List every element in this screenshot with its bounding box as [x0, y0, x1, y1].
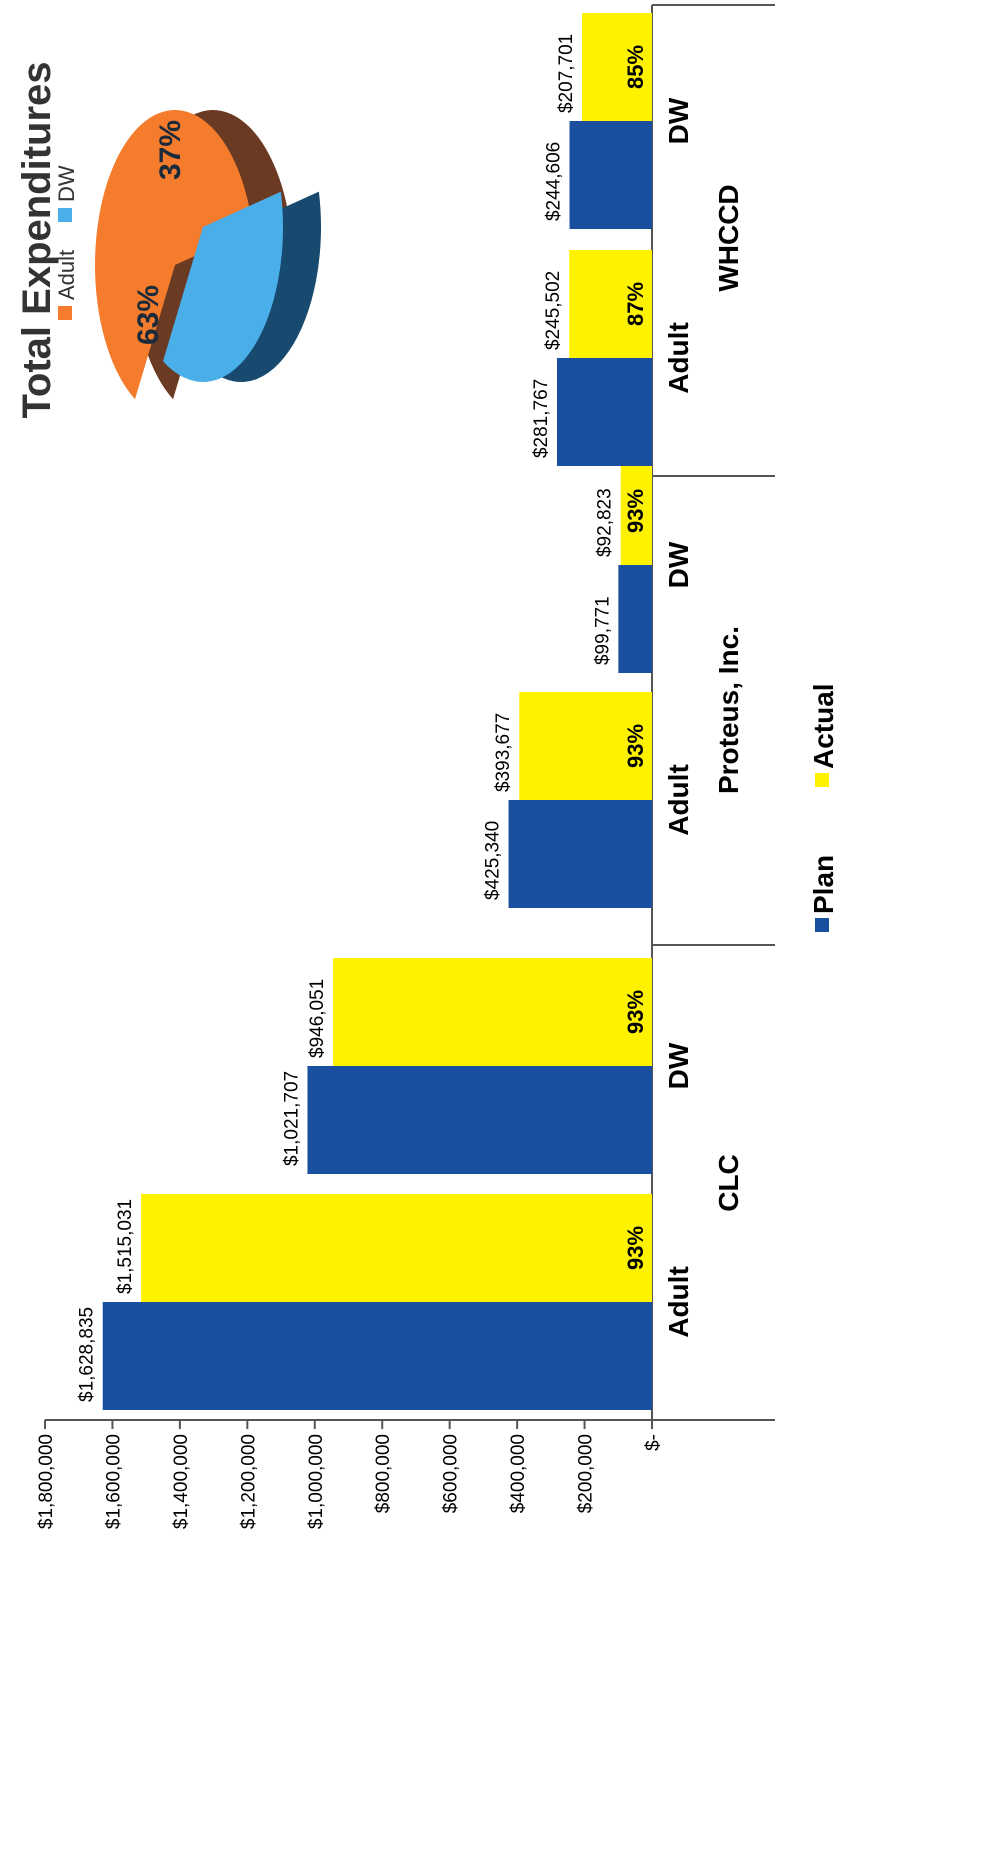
category-label: Adult	[663, 1266, 694, 1338]
pie-legend-swatch	[58, 208, 72, 222]
pie-value-label: 63%	[132, 285, 165, 345]
actual-bar	[141, 1194, 652, 1302]
actual-data-label: $207,701	[556, 34, 577, 113]
value-axis-tick-label: $1,000,000	[306, 1434, 327, 1529]
value-axis-tick-label: $1,600,000	[103, 1434, 124, 1529]
plan-data-label: $1,628,835	[77, 1307, 98, 1402]
legend-label: Actual	[808, 683, 839, 769]
group-label: CLC	[713, 1154, 744, 1212]
actual-bar	[519, 692, 652, 800]
value-axis-tick-label: $1,400,000	[171, 1434, 192, 1529]
actual-data-label: $946,051	[307, 979, 328, 1058]
plan-bar	[569, 121, 652, 229]
percent-label: 93%	[623, 990, 648, 1034]
group-label: WHCCD	[713, 184, 744, 291]
value-axis-tick-label: $1,200,000	[238, 1434, 259, 1529]
value-axis-tick-label: $-	[643, 1434, 664, 1451]
pie-slice	[94, 110, 253, 400]
percent-label: 87%	[623, 282, 648, 326]
percent-label: 93%	[623, 1226, 648, 1270]
actual-bar	[581, 13, 652, 121]
value-axis-tick-label: $400,000	[508, 1434, 529, 1513]
plan-bar	[618, 565, 652, 673]
percent-label: 93%	[623, 724, 648, 768]
plan-data-label: $99,771	[592, 596, 613, 665]
value-axis-tick-label: $800,000	[373, 1434, 394, 1513]
pie-legend-swatch	[58, 306, 72, 320]
value-axis-tick-label: $600,000	[441, 1434, 462, 1513]
percent-label: 93%	[623, 489, 648, 533]
actual-bar	[620, 457, 652, 565]
actual-bar	[569, 250, 652, 358]
actual-data-label: $1,515,031	[115, 1199, 136, 1294]
category-label: Adult	[663, 764, 694, 836]
plan-bar	[508, 800, 652, 908]
pie-value-label: 37%	[154, 120, 187, 180]
actual-data-label: $245,502	[543, 271, 564, 350]
actual-data-label: $92,823	[595, 488, 616, 557]
pie-title: Total Expenditures	[15, 61, 59, 418]
pie-legend-label: Adult	[54, 250, 79, 300]
category-label: DW	[663, 541, 694, 588]
legend-label: Plan	[808, 855, 839, 914]
plan-data-label: $244,606	[544, 142, 565, 221]
actual-bar	[332, 958, 652, 1066]
bar-chart: $- $200,000 $400,000 $600,000 $800,000 $1,000…	[36, 4, 839, 1529]
plan-bar	[307, 1066, 652, 1174]
pie-legend-label: DW	[54, 165, 79, 202]
plan-data-label: $281,767	[531, 379, 552, 458]
category-label: DW	[663, 97, 694, 144]
category-label: Adult	[663, 322, 694, 394]
plan-bar	[556, 358, 652, 466]
pie-slice	[163, 191, 284, 383]
actual-data-label: $393,677	[493, 713, 514, 792]
value-axis-tick-label: $200,000	[576, 1434, 597, 1513]
category-label: DW	[663, 1042, 694, 1089]
value-axis-tick-label: $1,800,000	[36, 1434, 57, 1529]
group-label: Proteus, Inc.	[713, 626, 744, 794]
plan-data-label: $1,021,707	[281, 1071, 302, 1166]
plan-data-label: $425,340	[483, 821, 504, 900]
percent-label: 85%	[623, 45, 648, 89]
legend-swatch	[815, 918, 829, 932]
plan-bar	[102, 1302, 652, 1410]
legend-swatch	[815, 773, 829, 787]
